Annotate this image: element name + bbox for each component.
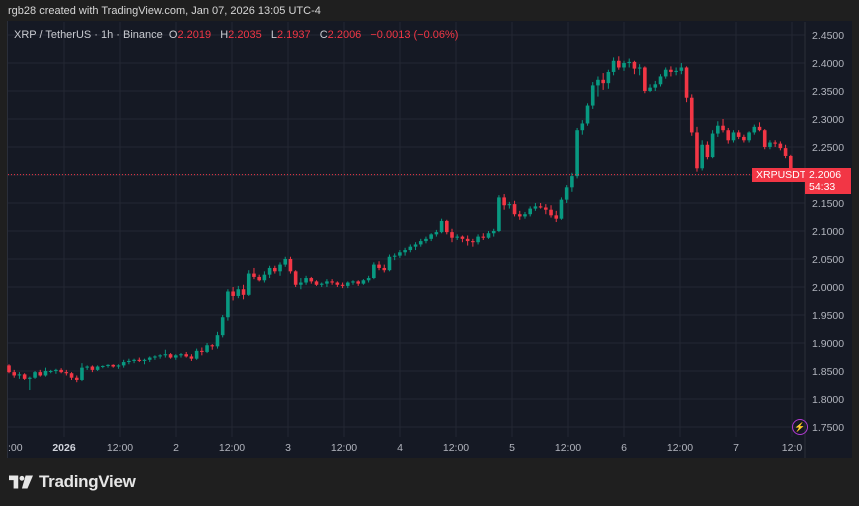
svg-text:2.4000: 2.4000: [812, 58, 844, 70]
chart-credit: rgb28 created with TradingView.com, Jan …: [8, 5, 321, 17]
close-value: 2.2006: [327, 29, 362, 41]
svg-text:12:0: 12:0: [782, 442, 803, 454]
logo-text: TradingView: [39, 472, 136, 491]
close-label: C: [319, 29, 328, 41]
tradingview-logo[interactable]: TradingView: [9, 472, 136, 492]
svg-text:2.2500: 2.2500: [812, 142, 844, 154]
svg-text:7: 7: [733, 442, 739, 454]
svg-text:2.1500: 2.1500: [812, 198, 844, 210]
low-value: 2.1937: [276, 29, 311, 41]
svg-text:12:00: 12:00: [555, 442, 581, 454]
svg-text:1.7500: 1.7500: [812, 422, 844, 434]
svg-text:2.3000: 2.3000: [812, 114, 844, 126]
svg-text:12:00: 12:00: [219, 442, 245, 454]
lightning-icon[interactable]: ⚡: [792, 419, 808, 435]
open-label: O: [168, 29, 178, 41]
high-label: H: [220, 29, 229, 41]
high-value: 2.2035: [228, 29, 262, 41]
svg-text:1.9500: 1.9500: [812, 310, 844, 322]
last-price-value: 2.2006: [809, 169, 842, 181]
svg-text:12:00: 12:00: [667, 442, 693, 454]
svg-text:5: 5: [509, 442, 515, 454]
last-price-tag: 2.2006 54:33: [805, 168, 851, 194]
svg-text:2.0000: 2.0000: [812, 282, 844, 294]
svg-text:2.4500: 2.4500: [812, 30, 844, 42]
symbol-title[interactable]: XRP / TetherUS · 1h · Binance: [14, 29, 163, 41]
svg-text:3: 3: [285, 442, 291, 454]
symbol-price-label: XRPUSDT: [752, 168, 811, 182]
change-value: −0.0013 (−0.06%): [370, 29, 459, 41]
svg-text:12:00: 12:00: [331, 442, 357, 454]
chart-frame[interactable]: [7, 21, 852, 458]
low-label: L: [270, 29, 277, 41]
svg-text:12:00: 12:00: [107, 442, 133, 454]
bar-countdown: 54:33: [809, 181, 836, 193]
svg-text:1.8500: 1.8500: [812, 366, 844, 378]
svg-text:2.3500: 2.3500: [812, 86, 844, 98]
svg-text:2.0500: 2.0500: [812, 254, 844, 266]
svg-text::00: :00: [8, 442, 23, 454]
open-value: 2.2019: [177, 29, 212, 41]
tradingview-logo-icon: [9, 475, 33, 489]
svg-text:6: 6: [621, 442, 627, 454]
svg-text:1.9000: 1.9000: [812, 338, 844, 350]
svg-text:1.8000: 1.8000: [812, 394, 844, 406]
ohlc-legend: XRP / TetherUS · 1h · Binance O2.2019 H2…: [14, 29, 458, 41]
svg-text:12:00: 12:00: [443, 442, 469, 454]
svg-text:2: 2: [173, 442, 179, 454]
svg-text:2.1000: 2.1000: [812, 226, 844, 238]
svg-text:2026: 2026: [52, 442, 76, 454]
svg-text:4: 4: [397, 442, 403, 454]
